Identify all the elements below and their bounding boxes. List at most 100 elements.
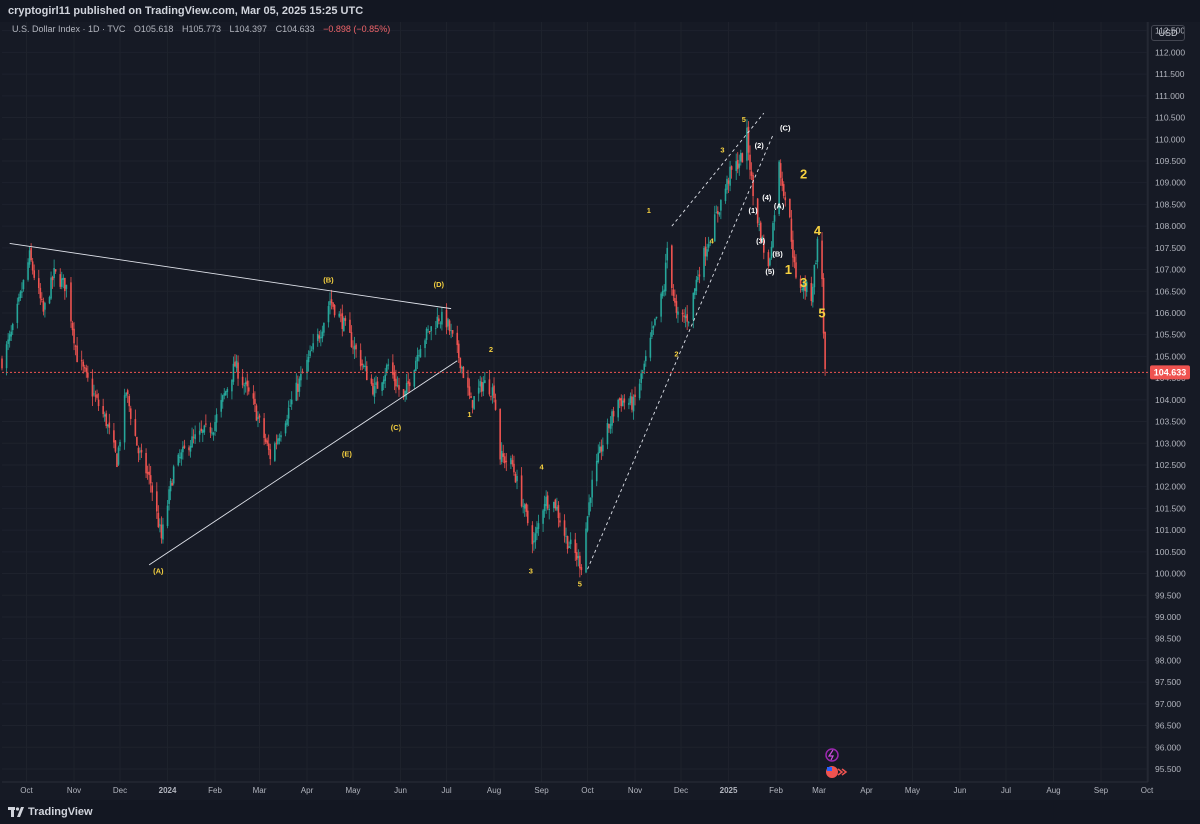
candle-body (373, 386, 376, 397)
candle-body (694, 288, 696, 295)
candle-body (671, 245, 673, 288)
lightning-icon[interactable] (825, 748, 839, 762)
candle-body (502, 453, 505, 457)
candle-body (149, 475, 152, 484)
x-tick-label: Aug (1046, 786, 1060, 795)
candle-body (252, 393, 255, 399)
candle-body (569, 539, 572, 545)
candle-body (793, 256, 796, 263)
trendline[interactable] (671, 112, 765, 227)
y-tick-label: 97.500 (1155, 677, 1181, 687)
candle-body (537, 523, 540, 529)
candle-body (559, 520, 561, 523)
candle-body (134, 419, 137, 436)
y-tick-label: 103.000 (1155, 438, 1186, 448)
legend-open: O105.618 (133, 24, 174, 34)
candles (1, 119, 826, 578)
candle-body (813, 264, 816, 288)
candle-body (171, 482, 173, 486)
candle-body (7, 339, 9, 345)
candle-body (761, 236, 764, 242)
candle-body (729, 166, 731, 186)
candle-body (546, 495, 549, 509)
candle-body (338, 313, 341, 317)
candle-body (500, 450, 503, 462)
candle-body (520, 475, 523, 507)
lightning-bolt-icon (827, 749, 834, 761)
candle-body (677, 311, 679, 315)
candle-body (692, 292, 695, 320)
candle-body (392, 362, 394, 375)
y-tick-label: 97.000 (1155, 699, 1181, 709)
candle-body (672, 289, 675, 296)
currency-button[interactable]: USD (1151, 25, 1185, 41)
candle-body (664, 262, 667, 292)
candle-body (649, 337, 652, 358)
candle-body (419, 348, 422, 358)
candle-body (97, 399, 100, 407)
candle-body (418, 355, 420, 357)
y-tick-label: 104.000 (1155, 395, 1186, 405)
candle-body (361, 363, 364, 365)
candle-body (407, 381, 409, 384)
price-axis[interactable]: 112.500 112.000 111.500 111.000 110.500 110.0… (1147, 22, 1186, 782)
candle-body (263, 418, 265, 438)
symbol-legend: U.S. Dollar Index · 1D · TVC O105.618 H1… (12, 24, 390, 34)
candle-body (372, 383, 374, 395)
candle-body (782, 184, 785, 196)
legend-low: L104.397 (229, 24, 268, 34)
candle-body (125, 392, 127, 396)
x-tick-label: Nov (628, 786, 642, 795)
legend-high: H105.773 (181, 24, 221, 34)
candle-body (51, 277, 54, 281)
candle-body (316, 333, 319, 341)
y-tick-label: 107.000 (1155, 265, 1186, 275)
candle-body (597, 452, 600, 463)
y-tick-label: 98.500 (1155, 634, 1181, 644)
published-caption: cryptogirl11 published on TradingView.co… (8, 5, 364, 17)
trendline[interactable] (587, 134, 774, 570)
candle-body (784, 197, 787, 201)
candle-body (686, 314, 688, 322)
candle-body (738, 163, 741, 168)
candle-body (503, 456, 506, 464)
candle-body (180, 452, 183, 459)
candle-body (355, 344, 357, 350)
candle-body (799, 278, 802, 288)
x-tick-label: Nov (67, 786, 81, 795)
candle-body (327, 306, 330, 323)
x-tick-label: Sep (1094, 786, 1109, 795)
candle-body (168, 489, 170, 504)
wave-label: 1 (785, 262, 792, 277)
x-tick-label: May (905, 786, 920, 795)
candle-body (179, 456, 181, 458)
snapshot-badges[interactable] (825, 748, 848, 778)
candle-body (717, 210, 719, 214)
candle-body (235, 360, 238, 369)
candle-body (810, 283, 813, 302)
trendline[interactable] (148, 360, 458, 566)
x-tick-label: 2024 (159, 786, 177, 795)
candle-body (22, 279, 25, 290)
candle-body (384, 374, 386, 381)
candle-body (772, 222, 774, 248)
events-chevron-icon[interactable] (837, 768, 848, 776)
x-tick-label: Jun (394, 786, 407, 795)
time-axis[interactable]: Oct Nov Dec 2024 Feb Mar Apr May Jun Jul Aug Sep Oct… (2, 781, 1154, 795)
candle-body (192, 436, 195, 438)
candle-body (21, 291, 23, 293)
wave-label: (4) (762, 193, 772, 202)
candle-body (310, 350, 313, 352)
tradingview-logo[interactable]: TradingView (8, 806, 93, 818)
trendline[interactable] (9, 243, 452, 310)
symbol-name: U.S. Dollar Index · 1D · TVC (12, 24, 126, 34)
candle-body (746, 127, 748, 161)
candle-body (381, 382, 383, 391)
candle-body (108, 422, 111, 428)
y-tick-label: 110.000 (1155, 134, 1185, 144)
candle-body (471, 400, 474, 408)
candle-body (333, 305, 336, 316)
candle-body (214, 422, 216, 432)
candle-body (119, 441, 121, 447)
